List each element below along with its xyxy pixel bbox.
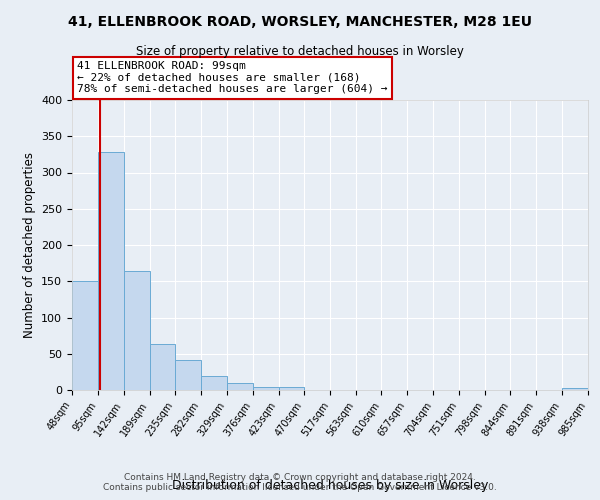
- Bar: [98, 152, 124, 390]
- Bar: [253, 387, 278, 390]
- Bar: [72, 281, 98, 390]
- Text: 41, ELLENBROOK ROAD, WORSLEY, MANCHESTER, M28 1EU: 41, ELLENBROOK ROAD, WORSLEY, MANCHESTER…: [68, 15, 532, 29]
- Text: Size of property relative to detached houses in Worsley: Size of property relative to detached ho…: [136, 45, 464, 58]
- Bar: [562, 388, 588, 390]
- Bar: [227, 383, 253, 390]
- Bar: [149, 344, 175, 390]
- Bar: [201, 376, 227, 390]
- Bar: [124, 271, 149, 390]
- Text: 41 ELLENBROOK ROAD: 99sqm
← 22% of detached houses are smaller (168)
78% of semi: 41 ELLENBROOK ROAD: 99sqm ← 22% of detac…: [77, 61, 388, 94]
- Bar: [278, 387, 304, 390]
- Text: Contains HM Land Registry data © Crown copyright and database right 2024.
Contai: Contains HM Land Registry data © Crown c…: [103, 473, 497, 492]
- X-axis label: Distribution of detached houses by size in Worsley: Distribution of detached houses by size …: [172, 480, 488, 492]
- Bar: [175, 360, 201, 390]
- Y-axis label: Number of detached properties: Number of detached properties: [23, 152, 35, 338]
